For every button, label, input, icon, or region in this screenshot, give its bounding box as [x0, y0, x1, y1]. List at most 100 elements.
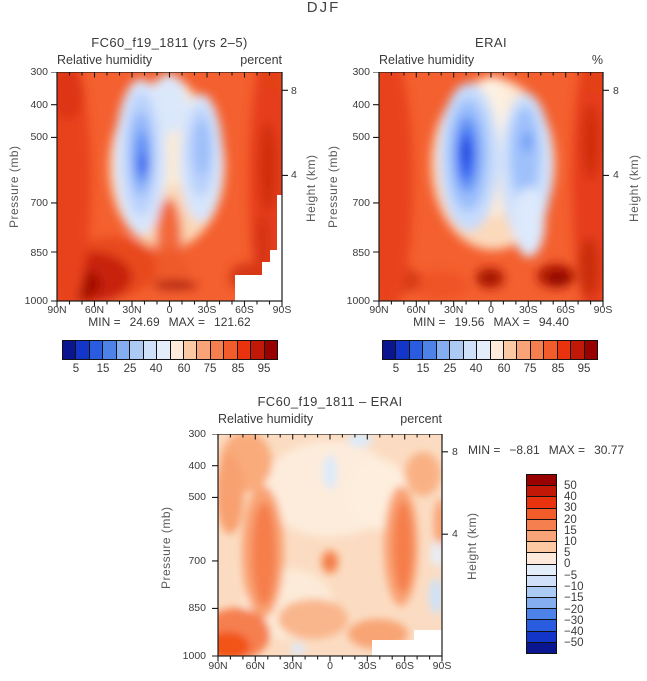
- erai-min-label: MIN =: [413, 315, 446, 329]
- diff-variable-label: Relative humidity: [218, 412, 314, 426]
- erai-colorbar-label: 95: [577, 363, 591, 375]
- erai-lat-tick: 60S: [556, 304, 576, 316]
- erai-pressure-tick: 300: [352, 66, 370, 78]
- diff-lat-tick: 60N: [245, 660, 265, 672]
- diff-height-tick: 8: [452, 446, 458, 458]
- model-height-axis-label: Height (km): [304, 154, 318, 222]
- erai-pressure-tick: 400: [352, 99, 370, 111]
- diff-colorbar-label: −30: [564, 615, 584, 627]
- diff-colorbar-label: 0: [564, 558, 571, 570]
- model-min-label: MIN =: [88, 315, 121, 329]
- model-min-value: 24.69: [129, 315, 160, 329]
- model-colorbar-label: 5: [72, 363, 80, 375]
- model-lat-tick: 60N: [84, 304, 105, 316]
- model-colorbar-label: 25: [123, 363, 137, 375]
- diff-pressure-tick: 850: [188, 602, 206, 614]
- diff-minmax: MIN = −8.81 MAX = 30.77: [468, 443, 643, 457]
- diff-colorbar-label: −20: [564, 604, 584, 616]
- erai-height-axis-label: Height (km): [627, 154, 641, 222]
- diff-height-tick: 4: [452, 528, 458, 540]
- model-pressure-tick: 1000: [24, 295, 48, 307]
- model-max-label: MAX =: [168, 315, 206, 329]
- erai-height-tick: 8: [613, 85, 619, 97]
- model-lat-tick: 30N: [122, 304, 142, 316]
- model-title: FC60_f19_1811 (yrs 2–5): [91, 35, 248, 50]
- model-pressure-axis-label: Pressure (mb): [7, 145, 21, 228]
- model-contour-field: [51, 72, 288, 307]
- diff-units-label: percent: [400, 412, 442, 426]
- model-pressure-tick: 300: [30, 66, 48, 78]
- diff-colorbar-label: −40: [564, 626, 584, 638]
- erai-title: ERAI: [475, 35, 507, 50]
- figure-title: DJF: [306, 0, 341, 16]
- diff-colorbar-label: 30: [564, 502, 577, 514]
- model-colorbar-label: 75: [203, 363, 217, 375]
- erai-lat-tick: 90N: [369, 304, 389, 316]
- model-pressure-tick: 700: [30, 197, 48, 209]
- diff-colorbar: [526, 474, 557, 654]
- diff-height-axis-label: Height (km): [465, 512, 479, 580]
- diff-min-value: −8.81: [509, 443, 540, 457]
- erai-colorbar-label: 25: [443, 363, 457, 375]
- diff-lat-tick: 60S: [395, 660, 415, 672]
- erai-colorbar-label: 85: [551, 363, 565, 375]
- diff-colorbar-label: 15: [564, 525, 577, 537]
- diff-colorbar-label: 5: [564, 547, 571, 559]
- erai-colorbar-label: 15: [416, 363, 430, 375]
- diff-colorbar-label: 40: [564, 491, 577, 503]
- erai-min-value: 19.56: [454, 315, 485, 329]
- erai-colorbar-label: 75: [523, 363, 537, 375]
- model-colorbar: [62, 340, 278, 360]
- model-variable-label: Relative humidity: [57, 53, 153, 67]
- diff-min-label: MIN =: [468, 443, 501, 457]
- erai-lat-tick: 30S: [518, 304, 538, 316]
- model-height-tick: 4: [291, 169, 297, 181]
- model-pressure-tick: 400: [30, 99, 48, 111]
- erai-max-label: MAX =: [493, 315, 530, 329]
- diff-subtitle-row: Relative humidity percent: [218, 412, 442, 427]
- diff-max-label: MAX =: [548, 443, 586, 457]
- diff-colorbar-label: −50: [564, 637, 584, 649]
- erai-minmax: MIN = 19.56 MAX = 94.40: [379, 315, 603, 329]
- model-lat-tick: 30S: [197, 304, 217, 316]
- model-lat-tick: 60S: [235, 304, 254, 316]
- model-colorbar-label: 60: [177, 363, 191, 375]
- diff-colorbar-label: 10: [564, 536, 577, 548]
- diff-pressure-axis-label: Pressure (mb): [159, 506, 173, 589]
- erai-colorbar-label: 40: [469, 363, 483, 375]
- erai-height-tick: 4: [613, 169, 619, 181]
- erai-max-value: 94.40: [538, 315, 569, 329]
- diff-lat-tick: 90S: [432, 660, 452, 672]
- erai-pressure-tick: 1000: [346, 295, 370, 307]
- model-pressure-tick: 500: [30, 131, 48, 143]
- model-max-value: 121.62: [214, 315, 251, 329]
- erai-units-label: %: [591, 53, 603, 67]
- diff-colorbar-label: −10: [564, 581, 584, 593]
- erai-colorbar-label: 5: [392, 363, 400, 375]
- model-lat-tick: 90N: [47, 304, 67, 316]
- diff-colorbar-label: −5: [564, 570, 578, 582]
- erai-pressure-axis-label: Pressure (mb): [326, 145, 340, 228]
- model-colorbar-label: 40: [149, 363, 163, 375]
- model-height-tick: 8: [291, 85, 297, 97]
- erai-lat-tick: 30N: [444, 304, 464, 316]
- model-lat-tick: 0: [166, 304, 173, 316]
- diff-pressure-tick: 400: [188, 460, 206, 472]
- erai-pressure-tick: 500: [352, 131, 370, 143]
- diff-pressure-tick: 1000: [182, 650, 206, 662]
- erai-lat-tick: 60N: [406, 304, 426, 316]
- diff-lat-tick: 0: [327, 660, 333, 672]
- diff-pressure-tick: 300: [188, 428, 206, 440]
- diff-lat-tick: 30N: [283, 660, 303, 672]
- diff-colorbar-label: −15: [564, 592, 584, 604]
- erai-variable-label: Relative humidity: [379, 53, 475, 67]
- diff-title: FC60_f19_1811 – ERAI: [257, 394, 403, 409]
- erai-contour-field: [373, 72, 609, 307]
- model-colorbar-label: 85: [231, 363, 245, 375]
- diff-max-value: 30.77: [594, 443, 625, 457]
- erai-pressure-tick: 700: [352, 197, 370, 209]
- diff-colorbar-label: 50: [564, 480, 577, 492]
- model-lat-tick: 90S: [272, 304, 292, 316]
- model-minmax: MIN = 24.69 MAX = 121.62: [57, 315, 282, 329]
